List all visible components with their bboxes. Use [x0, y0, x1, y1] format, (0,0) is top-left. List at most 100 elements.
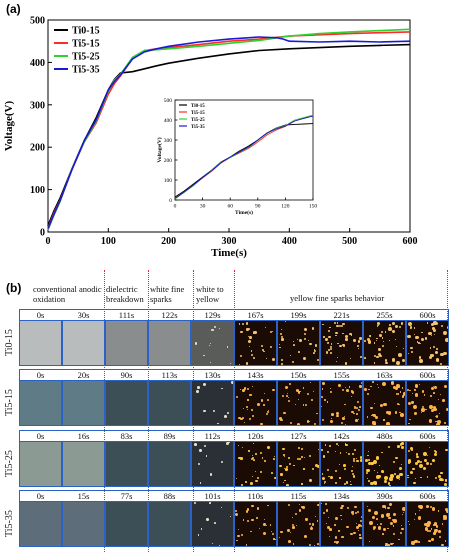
spark-dot	[440, 363, 443, 365]
spark-dot	[227, 346, 229, 348]
spark-dot	[314, 350, 317, 353]
panel-a-label: (a)	[6, 2, 21, 16]
spark-dot	[317, 465, 319, 468]
spark-dot	[366, 416, 368, 418]
spark-dot	[384, 331, 387, 333]
spark-dot	[394, 411, 398, 415]
spark-dot	[326, 351, 329, 354]
spark-dot	[282, 447, 285, 450]
spark-dot	[325, 503, 328, 506]
spark-dot	[419, 360, 422, 363]
spark-dot	[351, 466, 354, 468]
spark-dot	[339, 477, 341, 479]
spark-dot	[427, 455, 429, 457]
spark-dot	[356, 511, 359, 514]
spark-dot	[198, 534, 200, 536]
time-label-0-1: 30s	[77, 310, 90, 320]
photo-cell-1-5	[234, 380, 277, 426]
spark-dot	[359, 384, 362, 388]
spark-dot	[252, 475, 254, 477]
spark-dot	[368, 479, 371, 482]
spark-dot	[250, 350, 253, 352]
spark-dot	[321, 419, 325, 422]
spark-dot	[328, 517, 330, 519]
spark-dot	[326, 525, 330, 529]
time-label-0-4: 129s	[204, 310, 221, 320]
spark-dot	[206, 518, 210, 522]
spark-dot	[401, 514, 403, 516]
spark-dot	[429, 356, 433, 360]
spark-dot	[285, 395, 288, 397]
time-label-3-3: 88s	[163, 491, 176, 501]
stage-label-2: white fine sparks	[150, 284, 185, 304]
spark-dot	[364, 357, 366, 359]
spark-dot	[309, 479, 312, 482]
spark-dot	[209, 342, 212, 345]
spark-dot	[287, 528, 291, 532]
spark-dot	[316, 359, 319, 361]
spark-dot	[334, 536, 338, 539]
spark-dot	[372, 421, 375, 424]
spark-dot	[238, 456, 241, 460]
main-x-tick-label-6: 600	[403, 236, 418, 247]
spark-dot	[438, 536, 441, 539]
time-label-3-8: 390s	[376, 491, 393, 501]
spark-dot	[351, 390, 355, 394]
spark-dot	[240, 534, 243, 537]
spark-dot	[389, 477, 393, 481]
spark-dot	[330, 476, 334, 479]
spark-dot	[272, 331, 274, 333]
spark-dot	[336, 541, 339, 544]
spark-dot	[424, 522, 428, 526]
spark-dot	[367, 450, 370, 452]
spark-dot	[409, 326, 413, 329]
spark-dot	[370, 406, 373, 410]
spark-dot	[195, 342, 198, 345]
inset-y-tick-label-3: 300	[164, 138, 173, 144]
spark-dot	[386, 513, 391, 518]
spark-dot	[366, 468, 370, 473]
spark-dot	[242, 417, 245, 420]
spark-dot	[304, 535, 308, 539]
panel-b-label: (b)	[6, 281, 22, 295]
spark-dot	[298, 390, 301, 393]
time-label-3-0: 0s	[36, 491, 45, 501]
spark-dot	[354, 449, 357, 452]
spark-dot	[310, 525, 313, 528]
spark-dot	[303, 456, 305, 458]
spark-dot	[407, 322, 412, 326]
photo-cell-3-6	[277, 501, 320, 547]
spark-dot	[398, 478, 401, 481]
spark-dot	[228, 442, 230, 444]
spark-dot	[400, 321, 404, 325]
spark-dot	[407, 353, 409, 355]
spark-dot	[301, 506, 304, 509]
spark-dot	[336, 442, 339, 445]
spark-dot	[366, 338, 370, 342]
main-series-line-ti5-35	[47, 36, 411, 229]
spark-dot	[266, 524, 268, 527]
spark-dot	[356, 407, 359, 409]
spark-dot	[366, 392, 370, 396]
spark-dot	[330, 420, 334, 423]
spark-dot	[309, 420, 311, 422]
spark-dot	[416, 460, 420, 464]
spark-dot	[375, 456, 380, 460]
spark-dot	[251, 385, 253, 388]
spark-dot	[345, 443, 347, 445]
spark-dot	[357, 340, 361, 343]
main-y-tick-label-4: 400	[30, 58, 45, 69]
spark-dot	[402, 512, 404, 514]
time-label-1-0: 0s	[36, 370, 45, 380]
spark-dot	[274, 539, 276, 541]
spark-dot	[388, 516, 392, 520]
time-label-0-6: 199s	[290, 310, 307, 320]
spark-dot	[444, 422, 447, 424]
spark-dot	[195, 390, 199, 393]
spark-dot	[396, 475, 401, 480]
spark-dot	[311, 467, 315, 470]
spark-dot	[252, 459, 255, 461]
spark-dot	[421, 390, 425, 393]
spark-dot	[402, 391, 405, 396]
spark-dot	[381, 451, 383, 454]
